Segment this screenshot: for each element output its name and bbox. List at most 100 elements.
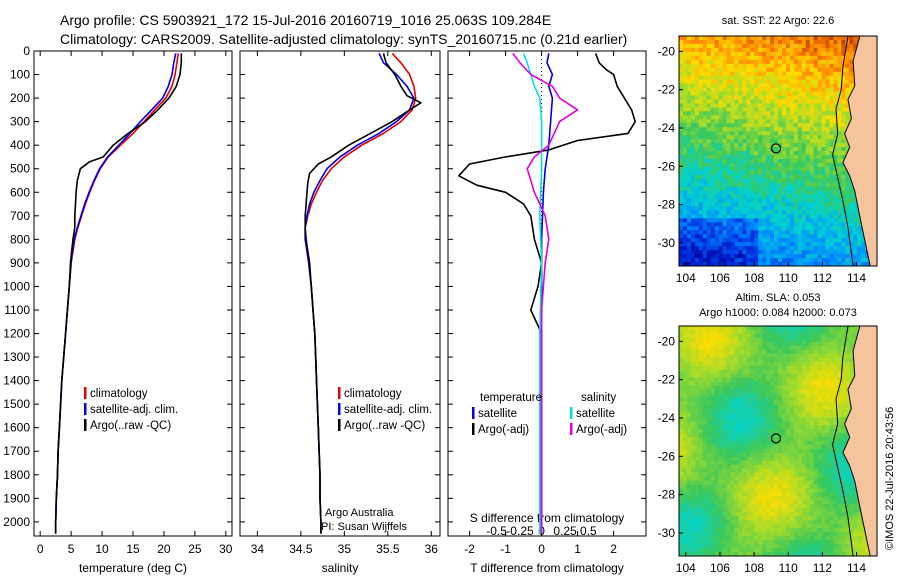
sst-cell [805, 79, 811, 84]
sla-cell [845, 464, 850, 470]
sla-cell [754, 405, 759, 410]
sst-cell [789, 47, 795, 53]
sst-cell [694, 234, 700, 239]
sla-cell [833, 349, 838, 355]
sst-cell [758, 43, 763, 49]
sst-cell [750, 83, 755, 88]
sla-cell [793, 413, 799, 418]
sla-cell [718, 341, 723, 347]
sla-cell [821, 425, 826, 430]
sla-cell [833, 405, 838, 410]
sla-cell [833, 445, 838, 450]
sst-cell [706, 162, 712, 168]
sst-cell [813, 202, 818, 207]
sst-cell [778, 103, 783, 108]
sst-cell [718, 139, 723, 144]
sst-cell [754, 103, 759, 108]
sst-cell [797, 206, 803, 211]
sla-cell [837, 341, 842, 347]
sst-cell [789, 87, 795, 92]
sla-cell [698, 413, 704, 418]
sst-cell [710, 254, 716, 259]
sst-cell [829, 51, 834, 57]
sst-cell [690, 127, 696, 132]
sla-cell [746, 433, 751, 438]
sla-cell [683, 448, 688, 454]
sst-cell [690, 250, 696, 255]
sst-cell [754, 222, 759, 227]
sla-cell [742, 393, 747, 398]
sst-cell [722, 63, 727, 69]
sla-cell [829, 401, 834, 406]
sla-cell [805, 421, 811, 426]
sla-cell [825, 448, 830, 454]
sst-cell [770, 111, 775, 116]
sst-cell [762, 127, 767, 132]
sla-cell [809, 417, 815, 422]
sla-cell [754, 448, 759, 454]
sla-cell [698, 353, 704, 359]
sla-cell [813, 425, 818, 430]
sst-cell [726, 83, 731, 88]
sst-cell [782, 103, 787, 108]
sla-cell [766, 421, 771, 426]
sst-cell [778, 47, 783, 53]
sst-cell [813, 59, 818, 65]
sla-cell [714, 413, 719, 418]
sst-cell [718, 43, 723, 49]
sla-cell [750, 413, 755, 418]
temperature-xlabel: temperature (deg C) [79, 561, 187, 575]
sla-cell [746, 365, 751, 371]
sla-cell [821, 361, 826, 367]
sla-cell [758, 365, 763, 371]
sst-cell [825, 40, 830, 45]
sla-cell [734, 401, 739, 406]
sst-cell [841, 107, 846, 112]
sst-cell [718, 186, 723, 192]
sst-cell [690, 158, 696, 164]
sst-cell [797, 111, 803, 116]
sst-cell [813, 143, 818, 148]
sla-cell [774, 381, 779, 386]
sla-cell [801, 417, 807, 422]
sla-cell [714, 369, 719, 374]
sla-cell [797, 441, 803, 446]
sla-cell [766, 401, 771, 406]
sla-cell [690, 353, 696, 359]
depth-tick-label: 400 [10, 138, 30, 152]
sla-cell [706, 401, 712, 406]
sst-cell [837, 71, 842, 77]
sla-cell [809, 385, 815, 390]
sla-cell [782, 337, 787, 343]
sla-cell [730, 413, 735, 418]
sst-cell [690, 194, 696, 199]
sst-cell [746, 111, 751, 116]
sst-cell [829, 155, 834, 160]
sst-cell [754, 190, 759, 196]
sla-cell [730, 373, 735, 378]
sst-cell [813, 71, 818, 77]
sla-cell [793, 353, 799, 359]
sst-cell [833, 206, 838, 211]
sst-cell [686, 230, 692, 235]
sla-cell [829, 437, 834, 442]
sst-cell [758, 111, 763, 116]
sla-cell [762, 445, 767, 450]
salinity-frame [239, 50, 441, 537]
sla-cell [841, 330, 846, 335]
sst-cell [686, 155, 692, 160]
sla-cell [718, 437, 723, 442]
sla-cell [801, 381, 807, 386]
sla-cell [797, 448, 803, 454]
sla-cell [746, 401, 751, 406]
sst-cell [722, 242, 727, 247]
sst-cell [770, 202, 775, 207]
sla-cell [817, 349, 822, 355]
sla-cell [694, 326, 700, 331]
sla-cell [845, 333, 850, 339]
sst-cell [801, 103, 807, 108]
sst-cell [825, 226, 830, 231]
sst-cell [679, 95, 684, 100]
sla-cell [738, 333, 743, 339]
sst-cell [714, 55, 719, 61]
